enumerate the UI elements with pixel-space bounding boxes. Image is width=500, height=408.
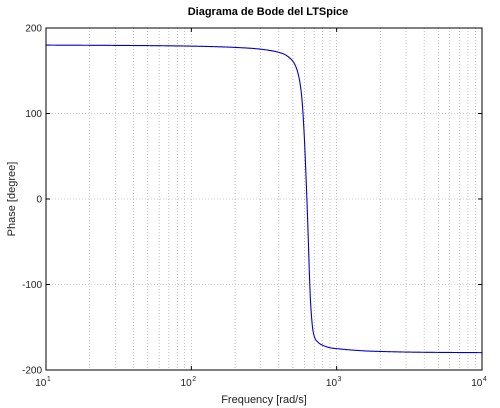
y-tick-label: -100	[22, 280, 42, 291]
x-axis-label: Frequency [rad/s]	[221, 394, 307, 406]
y-tick-label: -200	[22, 366, 42, 377]
y-tick-label: 0	[36, 195, 42, 206]
y-tick-label: 100	[25, 109, 42, 120]
chart-title: Diagrama de Bode del LTSpice	[188, 6, 349, 18]
y-axis-label: Phase [degree]	[6, 162, 18, 237]
y-tick-label: 200	[25, 24, 42, 35]
